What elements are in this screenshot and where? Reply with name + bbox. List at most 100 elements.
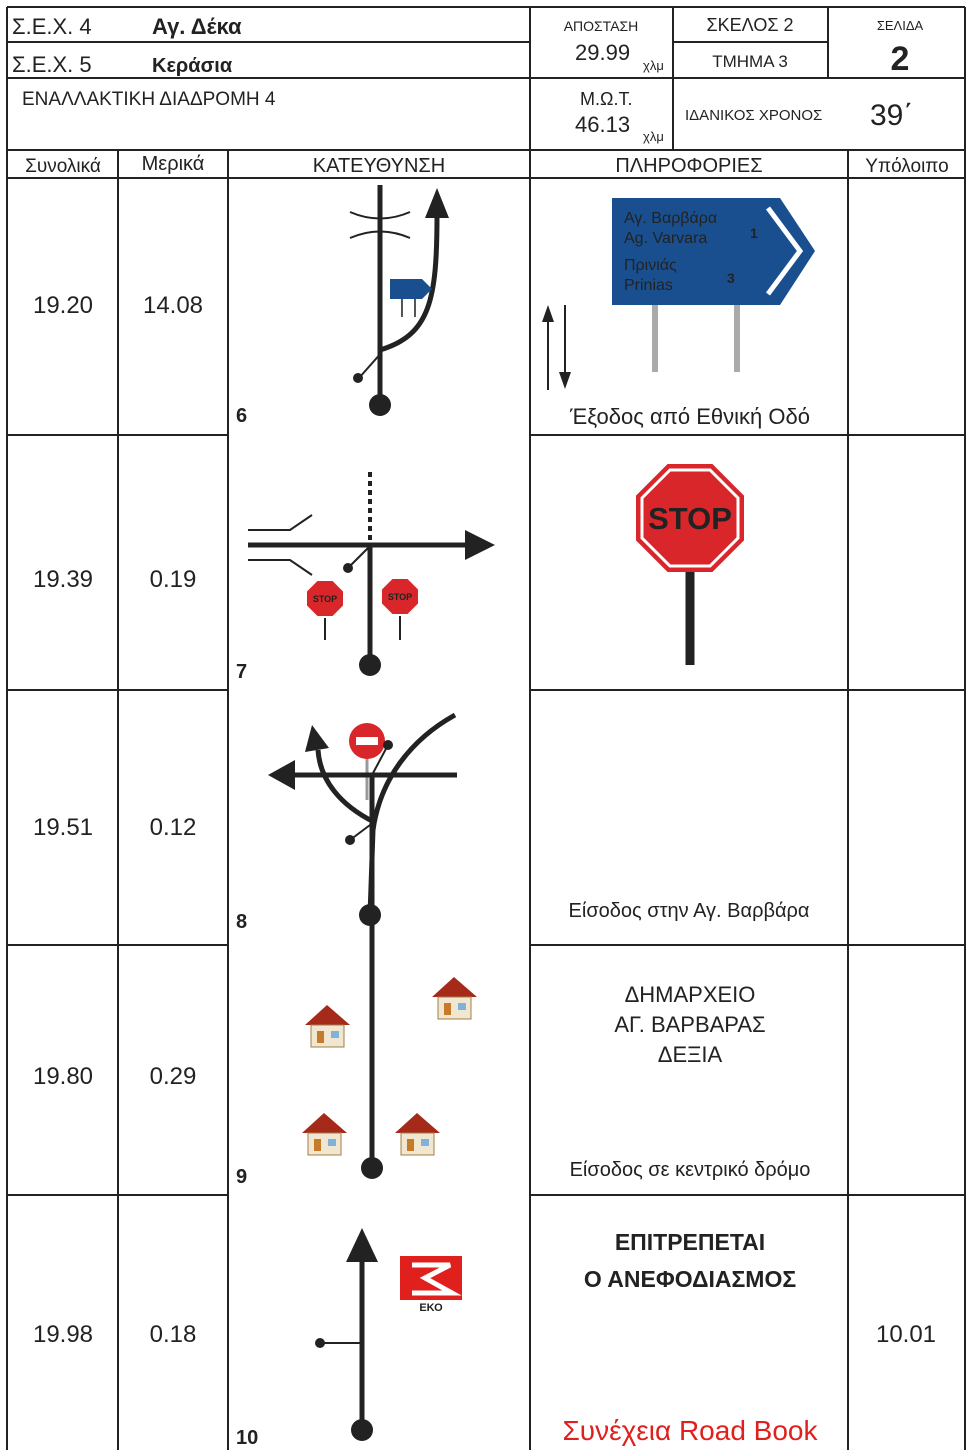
info-6-polygon <box>612 198 815 305</box>
row-number: 7 <box>236 661 247 683</box>
tulip-diagram-8-polygon <box>305 725 329 752</box>
info-6-g: Αγ. Βαρβάρα Ag. Varvara Πρινιάς Prinias … <box>624 210 758 294</box>
house-icons-g-rect <box>400 1132 435 1156</box>
sek5-label: Σ.Ε.Χ. 5 <box>12 52 92 77</box>
info-line: ΑΓ. ΒΑΡΒΑΡΑΣ <box>614 1012 765 1037</box>
house-icons-g-rect <box>328 1139 336 1146</box>
house-icons-g-rect <box>317 1031 324 1043</box>
distance-label: ΑΠΟΣΤΑΣΗ <box>564 18 639 34</box>
partial: 14.08 <box>143 292 203 319</box>
house-icons-g-rect <box>421 1139 429 1146</box>
tulip-diagram-10-rect <box>400 1300 462 1312</box>
remaining: 10.01 <box>876 1321 936 1348</box>
sign-line: Prinias <box>624 277 673 294</box>
tulip-diagram-7-path <box>248 514 313 576</box>
house-icons-g-rect <box>331 1031 339 1038</box>
tulip-diagram-8-path <box>315 749 376 825</box>
tulip-diagram-6-polygon <box>425 188 449 218</box>
total: 19.51 <box>33 814 93 841</box>
column-header: ΚΑΤΕΥΘΥΝΣΗ <box>313 155 445 177</box>
info-6: Αγ. Βαρβάρα Ag. Varvara Πρινιάς Prinias … <box>542 198 815 429</box>
tulip-diagram-8-circle <box>345 835 355 845</box>
note: Είσοδος σε κεντρικό δρόμο <box>570 1159 811 1181</box>
tulip-diagram-7-polygon <box>465 530 495 560</box>
house-icons-g-polygon <box>302 1113 347 1133</box>
sek4-name: Αγ. Δέκα <box>152 14 242 39</box>
row-number: 8 <box>236 911 247 933</box>
distance-unit: χλμ <box>643 58 664 73</box>
info-7-polygon <box>636 464 744 572</box>
section: ΤΜΗΜΑ 3 <box>712 52 788 71</box>
tulip-diagram-6-path <box>349 211 411 239</box>
info-7: STOP <box>636 464 744 665</box>
tulip-diagram-6-path <box>379 214 440 353</box>
row-values: 19.20 14.08 19.39 0.19 19.51 0.12 19.80 … <box>33 292 936 1348</box>
info-7-polygon <box>640 468 740 568</box>
partial: 0.19 <box>150 566 197 593</box>
house-icons-g <box>305 1005 350 1048</box>
total: 19.20 <box>33 292 93 319</box>
row-numbers: 6 7 8 9 10 <box>236 405 258 1449</box>
row-number: 9 <box>236 1166 247 1188</box>
stop-label: STOP <box>648 501 732 536</box>
info-6-polygon <box>542 305 554 322</box>
info-line: Ο ΑΝΕΦΟΔΙΑΣΜΟΣ <box>584 1266 797 1292</box>
house-icons-g-rect <box>310 1024 345 1048</box>
sek4-label: Σ.Ε.Χ. 4 <box>12 14 92 39</box>
distance: 29.99 <box>575 40 630 65</box>
tulip-diagram-6-line <box>358 351 383 379</box>
row-number: 6 <box>236 405 247 427</box>
tulip-diagram-9 <box>268 740 477 1179</box>
sign-number: 1 <box>750 225 758 241</box>
house-icons-g-rect <box>307 1132 342 1156</box>
house-icons-g-rect <box>437 996 472 1020</box>
partial: 0.29 <box>150 1063 197 1090</box>
alt-route: ΕΝΑΛΛΑΚΤΙΚΗ ΔΙΑΔΡΟΜΗ 4 <box>22 89 276 110</box>
house-icons-g <box>395 1113 440 1156</box>
table-grid <box>6 6 966 1450</box>
house-icons-g-polygon <box>395 1113 440 1133</box>
sek5-name: Κεράσια <box>152 55 233 77</box>
stop-label: STOP <box>388 592 412 602</box>
tulip-diagram-9-polygon <box>268 760 295 790</box>
note: Είσοδος στην Αγ. Βαρβάρα <box>569 900 810 922</box>
tulip-diagram-6-polygon <box>390 279 432 299</box>
column-header: Υπόλοιπο <box>865 156 948 177</box>
total: 19.98 <box>33 1321 93 1348</box>
stop-label: STOP <box>313 594 337 604</box>
tulip-diagram-6-circle <box>369 394 391 416</box>
info-6-polygon <box>559 372 571 389</box>
house-icons-g-rect <box>444 1003 451 1015</box>
header: Σ.Ε.Χ. 4 Αγ. Δέκα Σ.Ε.Χ. 5 Κεράσια ΕΝΑΛΛ… <box>12 14 924 144</box>
info-9: ΔΗΜΑΡΧΕΙΟ ΑΓ. ΒΑΡΒΑΡΑΣ ΔΕΞΙΑ Είσοδος σε … <box>570 982 811 1181</box>
row-number: 10 <box>236 1427 258 1449</box>
ideal-label: ΙΔΑΝΙΚΟΣ ΧΡΟΝΟΣ <box>685 107 822 124</box>
partial: 0.12 <box>150 814 197 841</box>
page-number: 2 <box>891 40 910 78</box>
partial: 0.18 <box>150 1321 197 1348</box>
sign-line: Πρινιάς <box>624 257 677 274</box>
tulip-diagram-9-circle <box>361 1157 383 1179</box>
house-icons-g <box>432 977 477 1020</box>
column-header: ΠΛΗΡΟΦΟΡΙΕΣ <box>615 155 762 177</box>
sign-line: Ag. Varvara <box>624 230 707 247</box>
avg-label: Μ.Ω.Τ. <box>580 89 632 109</box>
house-icons-g-rect <box>407 1139 414 1151</box>
column-headers: Συνολικά Μερικά ΚΑΤΕΥΘΥΝΣΗ ΠΛΗΡΟΦΟΡΙΕΣ Υ… <box>25 153 949 177</box>
info-line: ΔΕΞΙΑ <box>658 1042 723 1067</box>
house-icons-g-rect <box>458 1003 466 1010</box>
sign-number: 3 <box>727 270 735 286</box>
house-icons-g <box>302 1113 347 1156</box>
tulip-diagram-6 <box>349 185 449 416</box>
info-line: ΔΗΜΑΡΧΕΙΟ <box>625 982 756 1007</box>
tulip-diagram-7-circle <box>343 563 353 573</box>
avg-unit: χλμ <box>643 129 664 144</box>
column-header: Μερικά <box>142 153 205 175</box>
continuation-note: Συνέχεια Road Book <box>562 1415 818 1446</box>
tulip-diagram-10: ΕΚΟ <box>315 1228 462 1441</box>
house-icons-g-polygon <box>305 1005 350 1025</box>
tulip-diagram-7-polygon <box>305 579 345 618</box>
note: Έξοδος από Εθνική Οδό <box>569 404 810 429</box>
